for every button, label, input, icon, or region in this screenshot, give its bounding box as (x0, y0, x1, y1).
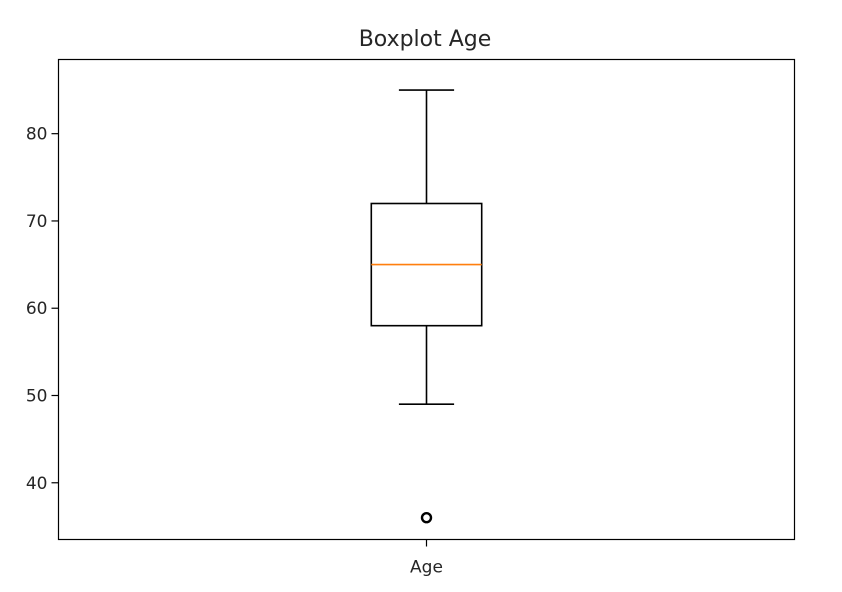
x-axis: Age (410, 539, 443, 578)
y-tick-label: 50 (26, 387, 48, 407)
y-axis: 40 50 60 70 80 (26, 125, 59, 494)
y-tick-label: 40 (26, 474, 48, 494)
x-tick-label: Age (410, 558, 443, 578)
chart-title: Boxplot Age (359, 27, 492, 52)
y-tick-label: 60 (26, 299, 48, 319)
outlier-point (420, 511, 433, 524)
y-tick-label: 70 (26, 212, 48, 232)
y-tick-label: 80 (26, 125, 48, 145)
box-group (370, 89, 483, 524)
